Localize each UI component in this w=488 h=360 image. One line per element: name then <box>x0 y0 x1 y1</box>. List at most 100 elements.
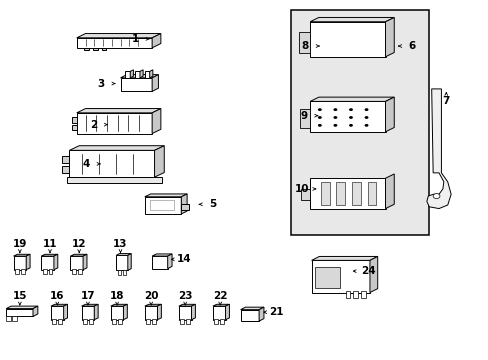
Bar <box>336 182 345 205</box>
Polygon shape <box>116 253 131 255</box>
Text: 9: 9 <box>300 111 307 121</box>
Polygon shape <box>70 254 87 256</box>
Text: 18: 18 <box>110 291 124 301</box>
Polygon shape <box>259 307 264 321</box>
Bar <box>220 319 224 324</box>
Polygon shape <box>33 306 38 316</box>
Text: 10: 10 <box>294 184 308 194</box>
Bar <box>58 319 62 324</box>
Text: 4: 4 <box>82 159 90 169</box>
Polygon shape <box>77 109 161 113</box>
Circle shape <box>333 124 337 127</box>
Bar <box>290 10 428 235</box>
Polygon shape <box>152 109 161 134</box>
Text: 1: 1 <box>131 34 139 44</box>
Polygon shape <box>93 48 98 50</box>
Polygon shape <box>77 38 152 48</box>
Polygon shape <box>144 304 161 306</box>
Bar <box>12 316 17 321</box>
Polygon shape <box>102 48 106 50</box>
Polygon shape <box>81 304 98 306</box>
Bar <box>149 201 174 210</box>
Bar <box>89 319 93 324</box>
Polygon shape <box>54 254 58 270</box>
Polygon shape <box>94 304 98 320</box>
Polygon shape <box>385 97 393 132</box>
Polygon shape <box>123 304 127 320</box>
Circle shape <box>317 124 321 127</box>
Text: 22: 22 <box>212 291 227 301</box>
Bar <box>180 319 184 324</box>
Bar <box>83 319 87 324</box>
Text: 3: 3 <box>97 78 104 89</box>
Text: 12: 12 <box>72 239 86 249</box>
Text: 20: 20 <box>143 291 158 301</box>
Polygon shape <box>152 256 167 269</box>
Bar <box>351 182 360 205</box>
Polygon shape <box>14 256 26 270</box>
Polygon shape <box>300 109 309 128</box>
Polygon shape <box>212 306 225 320</box>
Polygon shape <box>62 156 69 163</box>
Polygon shape <box>299 32 309 53</box>
Polygon shape <box>77 113 152 134</box>
Polygon shape <box>120 78 152 91</box>
Polygon shape <box>309 22 385 57</box>
Polygon shape <box>127 253 131 270</box>
Text: 14: 14 <box>176 254 191 264</box>
Polygon shape <box>125 71 130 78</box>
Text: 24: 24 <box>361 266 375 276</box>
Polygon shape <box>385 18 393 57</box>
Polygon shape <box>63 304 67 320</box>
Polygon shape <box>72 125 77 130</box>
Circle shape <box>348 108 352 111</box>
Bar <box>214 319 218 324</box>
Circle shape <box>364 116 368 119</box>
Bar <box>112 319 116 324</box>
Polygon shape <box>154 146 164 177</box>
Polygon shape <box>140 70 143 78</box>
Polygon shape <box>179 304 195 306</box>
Polygon shape <box>69 150 154 177</box>
Polygon shape <box>111 306 123 320</box>
Polygon shape <box>309 178 385 208</box>
Polygon shape <box>240 310 259 321</box>
Text: 5: 5 <box>209 199 216 209</box>
Polygon shape <box>385 174 393 208</box>
Bar <box>6 316 11 321</box>
Polygon shape <box>120 75 158 78</box>
Polygon shape <box>6 306 38 309</box>
Bar <box>367 182 375 205</box>
Polygon shape <box>311 260 369 293</box>
Polygon shape <box>51 304 67 306</box>
Polygon shape <box>144 306 157 320</box>
Circle shape <box>364 124 368 127</box>
Polygon shape <box>81 306 94 320</box>
Polygon shape <box>311 256 377 260</box>
Polygon shape <box>67 177 162 183</box>
Circle shape <box>348 124 352 127</box>
Bar <box>146 319 150 324</box>
Polygon shape <box>144 197 181 214</box>
Circle shape <box>364 108 368 111</box>
Text: 23: 23 <box>178 291 192 301</box>
Text: 8: 8 <box>301 41 308 51</box>
Polygon shape <box>149 70 153 78</box>
Polygon shape <box>62 166 69 173</box>
Polygon shape <box>41 256 54 270</box>
Circle shape <box>333 116 337 119</box>
Bar <box>72 269 76 274</box>
Polygon shape <box>301 189 309 200</box>
Text: 17: 17 <box>81 291 95 301</box>
Text: 2: 2 <box>90 120 97 130</box>
Text: 19: 19 <box>13 239 27 249</box>
Bar <box>15 269 19 274</box>
Polygon shape <box>14 254 30 256</box>
Polygon shape <box>83 254 87 270</box>
Polygon shape <box>135 71 140 78</box>
Text: 6: 6 <box>408 41 415 51</box>
Polygon shape <box>179 306 191 320</box>
Polygon shape <box>116 255 127 270</box>
Bar <box>48 269 52 274</box>
Text: 15: 15 <box>13 291 27 301</box>
